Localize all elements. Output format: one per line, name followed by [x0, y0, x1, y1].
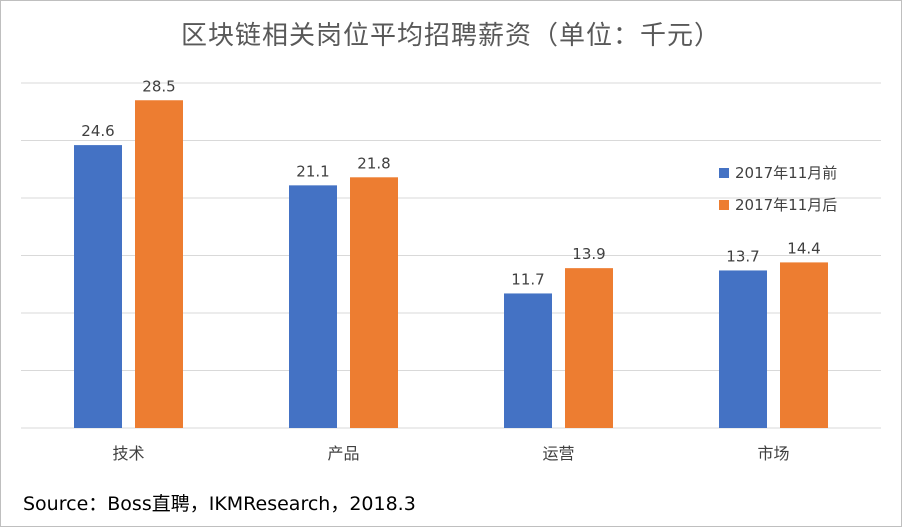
- x-axis-labels: 技术 产品 运营 市场: [112, 444, 789, 463]
- legend-label-series-2: 2017年11月后: [735, 196, 838, 214]
- legend-swatch-series-2: [719, 199, 729, 210]
- bar-技术-series-1: [74, 145, 122, 428]
- x-axis-label-1: 产品: [327, 444, 359, 463]
- x-axis-label-2: 运营: [542, 444, 574, 463]
- data-label-运营-series-2: 13.9: [572, 245, 605, 263]
- source-note: Source：Boss直聘，IKMResearch，2018.3: [23, 493, 416, 515]
- bar-产品-series-1: [289, 185, 337, 428]
- data-label-市场-series-2: 14.4: [787, 239, 820, 257]
- data-label-技术-series-1: 24.6: [81, 122, 114, 140]
- legend-item-series-2: 2017年11月后: [719, 194, 837, 215]
- data-label-市场-series-1: 13.7: [726, 247, 759, 265]
- data-label-产品-series-1: 21.1: [296, 162, 329, 180]
- bar-产品-series-2: [350, 177, 398, 428]
- bar-技术-series-2: [135, 100, 183, 428]
- data-label-运营-series-1: 11.7: [511, 270, 544, 288]
- bar-市场-series-2: [780, 262, 828, 428]
- bar-运营-series-2: [565, 268, 613, 428]
- bars: [74, 100, 828, 428]
- legend-label-series-1: 2017年11月前: [735, 164, 838, 182]
- plot-area: 24.6 28.5 21.1 21.8 11.7 13.9 13.7 14.4 技术 产品 运营 市…: [21, 77, 881, 463]
- bar-市场-series-1: [719, 270, 767, 428]
- legend-swatch-series-1: [719, 167, 729, 178]
- chart-title: 区块链相关岗位平均招聘薪资（单位：千元）: [180, 21, 721, 51]
- bar-运营-series-1: [504, 293, 552, 428]
- data-label-技术-series-2: 28.5: [142, 77, 175, 95]
- data-labels: 24.6 28.5 21.1 21.8 11.7 13.9 13.7 14.4: [81, 77, 820, 288]
- x-axis-label-3: 市场: [757, 444, 789, 463]
- legend-item-series-1: 2017年11月前: [719, 162, 837, 183]
- data-label-产品-series-2: 21.8: [357, 154, 390, 172]
- x-axis-label-0: 技术: [112, 444, 144, 463]
